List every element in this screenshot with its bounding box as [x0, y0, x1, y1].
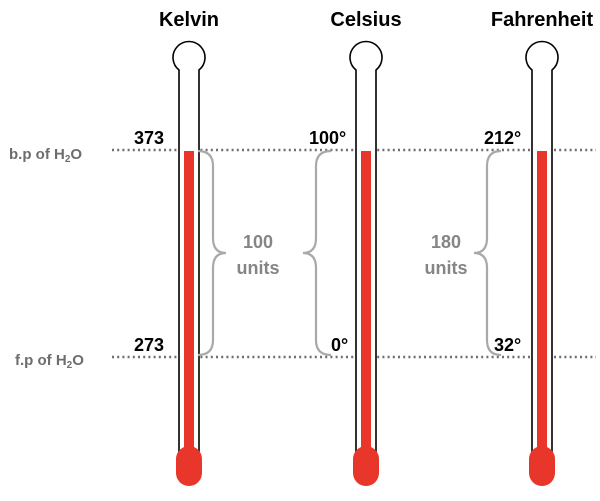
kelvin-title: Kelvin: [159, 9, 219, 31]
kelvin-boiling-value: 373: [134, 128, 164, 148]
kelvin-mercury-bulb: [176, 446, 202, 486]
brace-left-celsius: [302, 149, 332, 357]
kelvin-thermometer: [172, 40, 206, 486]
celsius-freezing-value: 0°: [331, 335, 348, 355]
freezing-point-label: f.p of H2O: [15, 352, 84, 371]
celsius-thermometer: [349, 40, 383, 486]
brace-left-fahrenheit: [473, 149, 502, 357]
celsius-boiling-value: 100°: [309, 128, 346, 148]
celsius-title: Celsius: [330, 9, 401, 31]
fahrenheit-mercury-column: [537, 151, 547, 463]
interval-kelvin-celsius-unit: units: [237, 258, 280, 278]
fahrenheit-mercury-bulb: [529, 446, 555, 486]
kelvin-mercury-column: [184, 151, 194, 463]
brace-right-kelvin: [197, 149, 227, 357]
fahrenheit-title: Fahrenheit: [491, 9, 594, 31]
interval-kelvin-celsius-amount: 100: [243, 232, 273, 252]
celsius-mercury-column: [361, 151, 371, 463]
kelvin-freezing-value: 273: [134, 335, 164, 355]
fahrenheit-thermometer: [525, 40, 559, 486]
celsius-mercury-bulb: [353, 446, 379, 486]
fahrenheit-boiling-value: 212°: [484, 128, 521, 148]
interval-fahrenheit-amount: 180: [431, 232, 461, 252]
fahrenheit-freezing-value: 32°: [494, 335, 521, 355]
boiling-point-label: b.p of H2O: [9, 146, 82, 165]
interval-fahrenheit-unit: units: [425, 258, 468, 278]
